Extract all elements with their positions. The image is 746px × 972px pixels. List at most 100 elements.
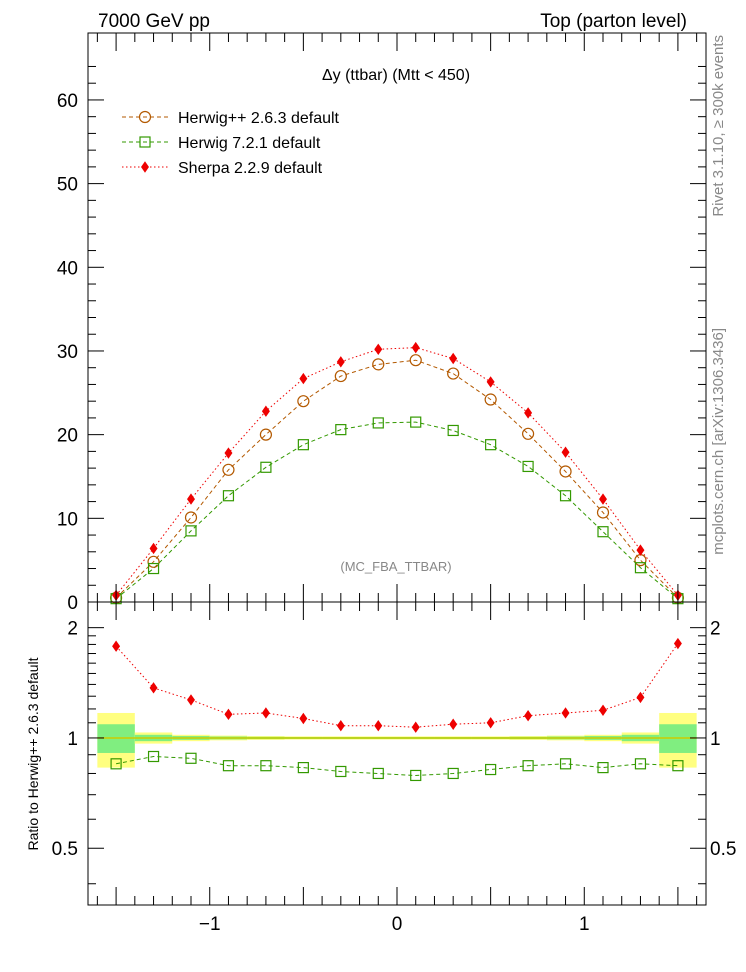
data-point-sherpa-2-2-9-default bbox=[299, 372, 308, 385]
ratio-point-sherpa-2-2-9-default bbox=[411, 721, 420, 733]
ratio-y-tick-label-left: 2 bbox=[67, 619, 78, 640]
y-tick-label: 10 bbox=[57, 509, 78, 530]
legend-marker-sherpa-2-2-9-default bbox=[141, 161, 149, 173]
data-point-herwig-2-6-3-default bbox=[484, 393, 497, 406]
x-tick-label: −1 bbox=[199, 914, 221, 935]
data-point-herwig-7-2-1-default bbox=[559, 490, 572, 502]
data-point-herwig-7-2-1-default bbox=[297, 439, 309, 451]
ratio-y-tick-label-right: 0.5 bbox=[710, 839, 736, 860]
ratio-point-herwig-7-2-1-default bbox=[372, 767, 384, 780]
ratio-point-sherpa-2-2-9-default bbox=[224, 708, 233, 721]
legend-marker-herwig-2-6-3-default bbox=[138, 110, 152, 124]
data-point-sherpa-2-2-9-default bbox=[374, 343, 383, 355]
data-point-sherpa-2-2-9-default bbox=[524, 407, 533, 419]
data-point-herwig-2-6-3-default bbox=[409, 354, 422, 367]
main-plot-panel: 0 10 20 30 40 50 60 Δy (ttbar) (Mtt < 450) (MC… bbox=[57, 32, 707, 614]
data-point-sherpa-2-2-9-default bbox=[261, 405, 270, 417]
ratio-point-herwig-7-2-1-default bbox=[672, 760, 684, 772]
ratio-point-herwig-7-2-1-default bbox=[110, 758, 122, 770]
data-point-herwig-7-2-1-default bbox=[485, 439, 497, 451]
ratio-point-herwig-7-2-1-default bbox=[222, 760, 235, 772]
rivet-version-label: Rivet 3.1.10, ≥ 300k events bbox=[710, 35, 727, 217]
data-point-herwig-2-6-3-default bbox=[297, 395, 310, 408]
data-point-herwig-2-6-3-default bbox=[596, 506, 610, 519]
series-line-herwig-7-2-1-default bbox=[115, 421, 679, 600]
ratio-plot-panel: 0.5 0.5 1 1 2 2 −1 0 1 Ratio to Herwig++ 2.6.3 … bbox=[25, 601, 736, 935]
ratio-point-sherpa-2-2-9-default bbox=[486, 717, 495, 729]
y-tick-label: 50 bbox=[57, 175, 78, 196]
y-tick-label: 20 bbox=[57, 426, 78, 447]
data-point-herwig-2-6-3-default bbox=[334, 369, 347, 383]
legend-marker-herwig-7-2-1-default bbox=[139, 136, 151, 148]
ratio-point-sherpa-2-2-9-default bbox=[187, 694, 195, 706]
ratio-line-sherpa-2-2-9-default bbox=[115, 643, 679, 728]
ratio-y-tick-label-right: 1 bbox=[710, 729, 721, 750]
x-tick-label: 1 bbox=[579, 914, 590, 935]
data-point-herwig-7-2-1-default bbox=[634, 562, 647, 574]
data-point-herwig-2-6-3-default bbox=[634, 554, 647, 567]
data-point-sherpa-2-2-9-default bbox=[149, 542, 158, 555]
ratio-point-sherpa-2-2-9-default bbox=[112, 640, 121, 652]
ratio-point-herwig-7-2-1-default bbox=[559, 758, 572, 770]
y-tick-label: 40 bbox=[57, 258, 78, 279]
data-point-herwig-7-2-1-default bbox=[260, 461, 272, 473]
data-point-sherpa-2-2-9-default bbox=[411, 341, 420, 354]
data-point-herwig-7-2-1-default bbox=[447, 424, 459, 437]
data-point-herwig-2-6-3-default bbox=[184, 511, 198, 524]
data-point-herwig-2-6-3-default bbox=[521, 427, 535, 440]
series-line-sherpa-2-2-9-default bbox=[115, 347, 679, 596]
ratio-y-tick-label-left: 1 bbox=[67, 729, 78, 750]
ratio-point-herwig-7-2-1-default bbox=[597, 762, 609, 774]
data-point-sherpa-2-2-9-default bbox=[449, 352, 458, 365]
data-point-herwig-7-2-1-default bbox=[372, 417, 384, 429]
ratio-y-tick-label-left: 0.5 bbox=[52, 839, 78, 860]
ratio-point-sherpa-2-2-9-default bbox=[524, 710, 533, 722]
ratio-point-sherpa-2-2-9-default bbox=[261, 707, 270, 719]
ratio-point-sherpa-2-2-9-default bbox=[336, 720, 345, 732]
ratio-point-herwig-7-2-1-default bbox=[335, 765, 347, 778]
header-right-title: Top (parton level) bbox=[540, 11, 687, 32]
data-point-sherpa-2-2-9-default bbox=[561, 446, 570, 458]
data-point-herwig-7-2-1-default bbox=[185, 525, 197, 537]
plot-title: Δy (ttbar) (Mtt < 450) bbox=[322, 67, 470, 84]
analysis-watermark: (MC_FBA_TTBAR) bbox=[340, 559, 451, 574]
ratio-point-herwig-7-2-1-default bbox=[447, 767, 459, 780]
ratio-point-sherpa-2-2-9-default bbox=[149, 682, 158, 694]
ratio-point-sherpa-2-2-9-default bbox=[561, 707, 570, 719]
data-point-sherpa-2-2-9-default bbox=[224, 447, 233, 459]
ratio-point-herwig-7-2-1-default bbox=[410, 769, 422, 782]
ratio-point-sherpa-2-2-9-default bbox=[449, 718, 458, 730]
series-line-herwig-2-6-3-default bbox=[115, 359, 679, 599]
data-point-herwig-7-2-1-default bbox=[410, 416, 422, 428]
legend: Herwig++ 2.6.3 default Herwig 7.2.1 defau… bbox=[122, 110, 340, 177]
ratio-point-sherpa-2-2-9-default bbox=[599, 704, 607, 716]
ratio-point-herwig-7-2-1-default bbox=[634, 758, 647, 770]
ratio-y-tick-label-right: 2 bbox=[710, 619, 721, 640]
ratio-point-herwig-7-2-1-default bbox=[297, 762, 309, 774]
data-point-herwig-2-6-3-default bbox=[147, 555, 160, 568]
data-point-herwig-7-2-1-default bbox=[335, 424, 347, 436]
ratio-y-axis-label: Ratio to Herwig++ 2.6.3 default bbox=[25, 657, 41, 850]
data-point-herwig-7-2-1-default bbox=[222, 490, 235, 502]
data-point-herwig-2-6-3-default bbox=[259, 428, 273, 441]
mcplots-label: mcplots.cern.ch [arXiv:1306.3436] bbox=[710, 328, 727, 555]
data-point-herwig-2-6-3-default bbox=[222, 463, 235, 476]
ratio-point-herwig-7-2-1-default bbox=[522, 760, 534, 772]
y-tick-label: 0 bbox=[67, 593, 78, 614]
data-point-herwig-2-6-3-default bbox=[447, 367, 460, 380]
data-point-sherpa-2-2-9-default bbox=[599, 493, 607, 505]
legend-label-sherpa-2-2-9-default: Sherpa 2.2.9 default bbox=[178, 160, 323, 177]
ratio-point-sherpa-2-2-9-default bbox=[673, 637, 682, 650]
ratio-point-herwig-7-2-1-default bbox=[147, 750, 160, 763]
data-point-herwig-2-6-3-default bbox=[372, 358, 385, 371]
data-point-sherpa-2-2-9-default bbox=[486, 376, 495, 388]
data-point-herwig-7-2-1-default bbox=[147, 562, 160, 575]
ratio-point-sherpa-2-2-9-default bbox=[636, 691, 645, 704]
data-point-herwig-7-2-1-default bbox=[522, 460, 534, 473]
ratio-point-herwig-7-2-1-default bbox=[185, 752, 197, 764]
y-tick-label: 60 bbox=[57, 91, 78, 112]
ratio-point-sherpa-2-2-9-default bbox=[299, 712, 308, 725]
ratio-point-herwig-7-2-1-default bbox=[260, 760, 272, 772]
y-tick-label: 30 bbox=[57, 342, 78, 363]
